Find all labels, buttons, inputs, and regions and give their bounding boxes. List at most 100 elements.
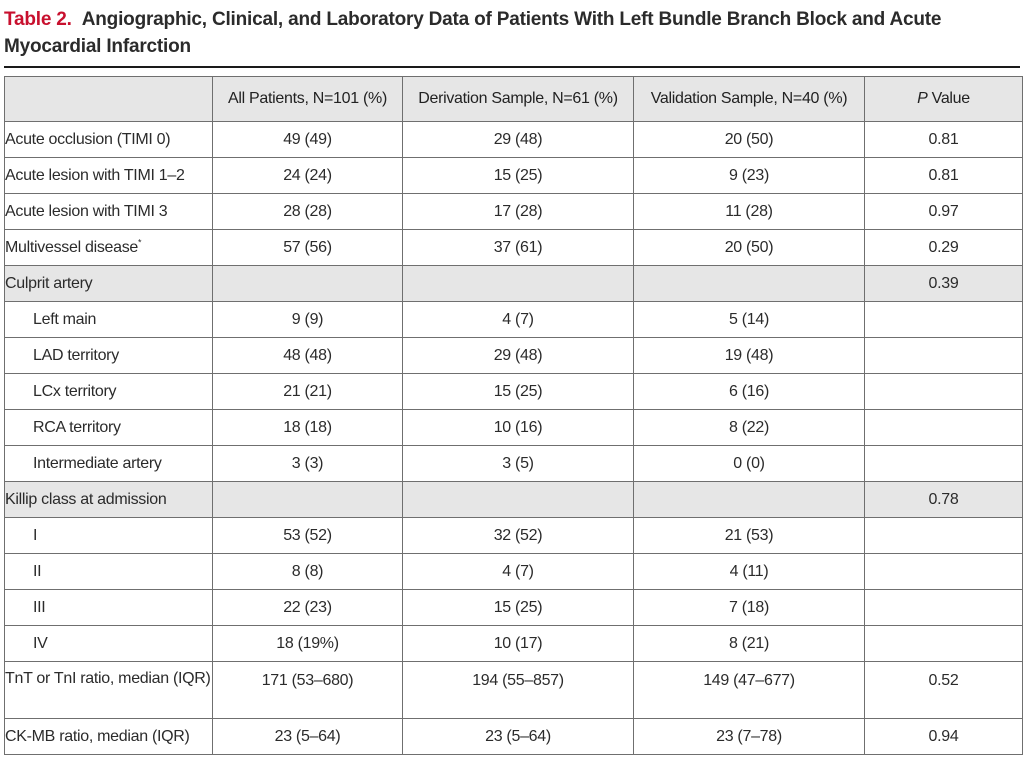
cell-validation — [633, 265, 865, 302]
cell-validation: 0 (0) — [633, 445, 865, 482]
cell-all-patients: 28 (28) — [212, 193, 403, 230]
cell-derivation: 17 (28) — [402, 193, 634, 230]
cell-validation: 6 (16) — [633, 373, 865, 410]
data-table: All Patients, N=101 (%) Derivation Sampl… — [4, 76, 1023, 755]
table-row: Intermediate artery 3 (3) 3 (5) 0 (0) — [4, 445, 1023, 482]
table-number: Table 2. — [4, 9, 72, 30]
row-label: Intermediate artery — [4, 445, 213, 482]
cell-validation: 11 (28) — [633, 193, 865, 230]
cell-derivation: 37 (61) — [402, 229, 634, 266]
cell-validation — [633, 481, 865, 518]
cell-derivation: 29 (48) — [402, 337, 634, 374]
cell-all-patients: 18 (18) — [212, 409, 403, 446]
table-row: CK-MB ratio, median (IQR) 23 (5–64) 23 (… — [4, 718, 1023, 755]
cell-all-patients: 22 (23) — [212, 589, 403, 626]
cell-validation: 7 (18) — [633, 589, 865, 626]
table-title: Angiographic, Clinical, and Laboratory D… — [4, 9, 942, 57]
cell-p-value — [864, 373, 1023, 410]
row-label: LAD territory — [4, 337, 213, 374]
cell-derivation: 15 (25) — [402, 157, 634, 194]
table-row: III 22 (23) 15 (25) 7 (18) — [4, 589, 1023, 626]
table-row: TnT or TnI ratio, median (IQR) 171 (53–6… — [4, 661, 1023, 719]
section-label: Culprit artery — [4, 265, 213, 302]
cell-all-patients: 57 (56) — [212, 229, 403, 266]
row-label: Acute lesion with TIMI 1–2 — [4, 157, 213, 194]
header-all-patients: All Patients, N=101 (%) — [212, 76, 403, 122]
cell-p-value: 0.81 — [864, 157, 1023, 194]
footnote-marker: * — [138, 237, 142, 248]
cell-derivation: 4 (7) — [402, 301, 634, 338]
cell-all-patients: 3 (3) — [212, 445, 403, 482]
cell-p-value: 0.94 — [864, 718, 1023, 755]
cell-p-value — [864, 589, 1023, 626]
table-row: I 53 (52) 32 (52) 21 (53) — [4, 517, 1023, 554]
cell-derivation: 23 (5–64) — [402, 718, 634, 755]
row-label: Left main — [4, 301, 213, 338]
cell-derivation: 10 (17) — [402, 625, 634, 662]
header-row: All Patients, N=101 (%) Derivation Sampl… — [4, 76, 1023, 122]
table-row: LAD territory 48 (48) 29 (48) 19 (48) — [4, 337, 1023, 374]
header-validation-sample: Validation Sample, N=40 (%) — [633, 76, 865, 122]
header-p-rest: Value — [927, 90, 971, 107]
table-row: Multivessel disease* 57 (56) 37 (61) 20 … — [4, 229, 1023, 266]
cell-p-value: 0.39 — [864, 265, 1023, 302]
caption-rule — [4, 66, 1020, 68]
row-label: IV — [4, 625, 213, 662]
cell-derivation: 15 (25) — [402, 373, 634, 410]
row-label: Acute occlusion (TIMI 0) — [4, 121, 213, 158]
cell-derivation — [402, 265, 634, 302]
cell-p-value — [864, 517, 1023, 554]
row-label: II — [4, 553, 213, 590]
cell-validation: 5 (14) — [633, 301, 865, 338]
row-label-cell: Multivessel disease* — [4, 229, 213, 266]
row-label: III — [4, 589, 213, 626]
cell-p-value: 0.97 — [864, 193, 1023, 230]
row-label: TnT or TnI ratio, median (IQR) — [4, 661, 213, 719]
row-label: Multivessel disease — [5, 238, 139, 256]
cell-validation: 8 (21) — [633, 625, 865, 662]
table-caption: Table 2. Angiographic, Clinical, and Labo… — [4, 6, 1014, 60]
cell-validation: 8 (22) — [633, 409, 865, 446]
row-label: Acute lesion with TIMI 3 — [4, 193, 213, 230]
cell-all-patients: 53 (52) — [212, 517, 403, 554]
cell-all-patients: 24 (24) — [212, 157, 403, 194]
cell-validation: 20 (50) — [633, 121, 865, 158]
cell-all-patients: 18 (19%) — [212, 625, 403, 662]
cell-validation: 4 (11) — [633, 553, 865, 590]
cell-all-patients: 8 (8) — [212, 553, 403, 590]
cell-derivation: 3 (5) — [402, 445, 634, 482]
cell-derivation: 4 (7) — [402, 553, 634, 590]
cell-validation: 21 (53) — [633, 517, 865, 554]
row-label: LCx territory — [4, 373, 213, 410]
table-row: Left main 9 (9) 4 (7) 5 (14) — [4, 301, 1023, 338]
header-p-value: P Value — [864, 76, 1023, 122]
header-derivation-sample: Derivation Sample, N=61 (%) — [402, 76, 634, 122]
table-row: II 8 (8) 4 (7) 4 (11) — [4, 553, 1023, 590]
cell-validation: 20 (50) — [633, 229, 865, 266]
cell-p-value — [864, 445, 1023, 482]
table-row: Acute lesion with TIMI 1–2 24 (24) 15 (2… — [4, 157, 1023, 194]
section-row: Culprit artery 0.39 — [4, 265, 1023, 302]
cell-all-patients — [212, 481, 403, 518]
cell-p-value — [864, 337, 1023, 374]
cell-all-patients: 48 (48) — [212, 337, 403, 374]
cell-derivation: 29 (48) — [402, 121, 634, 158]
cell-all-patients: 9 (9) — [212, 301, 403, 338]
header-blank — [4, 76, 213, 122]
cell-derivation: 15 (25) — [402, 589, 634, 626]
cell-derivation: 10 (16) — [402, 409, 634, 446]
section-row: Killip class at admission 0.78 — [4, 481, 1023, 518]
cell-p-value — [864, 409, 1023, 446]
table-row: Acute occlusion (TIMI 0) 49 (49) 29 (48)… — [4, 121, 1023, 158]
cell-p-value: 0.78 — [864, 481, 1023, 518]
cell-validation: 23 (7–78) — [633, 718, 865, 755]
cell-validation: 149 (47–677) — [633, 661, 865, 719]
cell-validation: 19 (48) — [633, 337, 865, 374]
cell-p-value — [864, 625, 1023, 662]
cell-all-patients: 49 (49) — [212, 121, 403, 158]
cell-validation: 9 (23) — [633, 157, 865, 194]
cell-p-value: 0.81 — [864, 121, 1023, 158]
row-label: RCA territory — [4, 409, 213, 446]
cell-derivation: 32 (52) — [402, 517, 634, 554]
table-row: RCA territory 18 (18) 10 (16) 8 (22) — [4, 409, 1023, 446]
